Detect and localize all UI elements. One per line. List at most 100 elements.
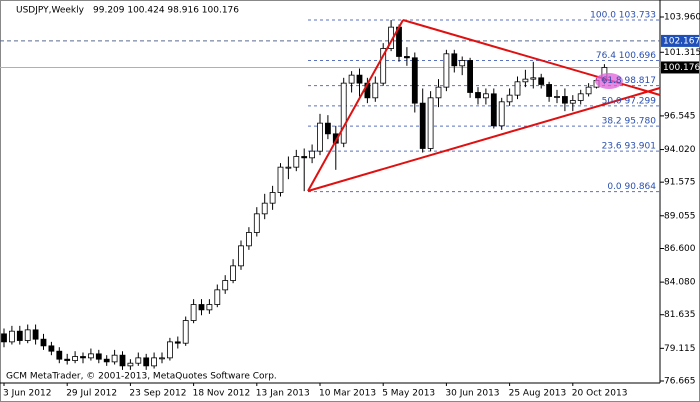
y-tick-label: 96.545 — [664, 111, 696, 121]
candle-body — [80, 356, 86, 359]
candle-body — [522, 78, 529, 83]
candle-body — [127, 362, 134, 367]
candle-body — [261, 202, 268, 215]
candle-body — [214, 289, 221, 305]
y-tick-label: 86.600 — [664, 244, 696, 254]
candle-body — [380, 48, 387, 84]
candle-body — [538, 77, 545, 85]
x-tick-label: 3 Jun 2012 — [3, 389, 51, 399]
y-tick-label: 91.575 — [664, 178, 696, 188]
candle-body — [309, 150, 316, 159]
candle-body — [285, 166, 292, 169]
candle-body — [190, 304, 197, 321]
y-tick-label: 89.055 — [664, 211, 696, 221]
candle-body — [174, 341, 181, 344]
candle-body — [95, 353, 102, 360]
candle-body — [435, 86, 442, 99]
fib-label: 38.2 95.780 — [602, 117, 657, 127]
x-tick-label: 18 Nov 2012 — [193, 389, 251, 399]
x-tick-label: 5 May 2013 — [382, 389, 435, 399]
candles — [1, 20, 608, 370]
x-tick-label: 23 Sep 2012 — [129, 389, 186, 399]
ohlc-text: 99.209 100.424 98.916 100.176 — [93, 6, 239, 16]
candle-body — [8, 330, 15, 343]
candle-body — [222, 280, 229, 291]
candle-body — [443, 53, 450, 88]
candle-body — [111, 354, 118, 363]
candle-body — [277, 166, 284, 193]
fib-label: 76.4 100.696 — [596, 51, 656, 61]
price-box-label: 100.176 — [663, 63, 700, 73]
candle-body — [56, 350, 63, 360]
y-tick-label: 101.315 — [664, 48, 700, 58]
candle-body — [475, 92, 481, 99]
candle-body — [269, 192, 276, 204]
x-tick-label: 30 Jun 2013 — [445, 389, 499, 399]
candle-body — [135, 357, 142, 364]
candle-body — [166, 341, 173, 359]
candle-body — [403, 56, 410, 59]
candle-body — [238, 245, 244, 267]
candle-body — [459, 60, 466, 67]
candle-body — [198, 304, 205, 311]
fib-label: 50.0 97.299 — [602, 96, 657, 106]
candle-body — [40, 338, 47, 347]
fib-label: 61.8 98.817 — [602, 76, 656, 86]
fib-label: 100.0 103.733 — [590, 11, 656, 21]
price-box — [661, 34, 699, 47]
chart-title: USDJPY,Weekly — [16, 6, 85, 16]
candle-body — [253, 213, 260, 233]
candle-body — [64, 358, 71, 361]
candle-body — [88, 353, 94, 359]
candle-body — [562, 96, 568, 104]
candle-body — [32, 329, 39, 340]
candle-body — [498, 101, 505, 127]
fib-label: 0.0 90.864 — [607, 182, 656, 192]
footer: GCM MetaTrader, © 2001-2013, MetaQuotes … — [6, 372, 277, 382]
candle-body — [411, 57, 418, 104]
y-tick-label: 94.020 — [664, 145, 696, 155]
y-tick-label: 81.635 — [664, 310, 696, 320]
x-tick-label: 25 Aug 2013 — [509, 389, 567, 399]
candle-body — [451, 53, 458, 67]
candle-body — [506, 94, 513, 103]
candle-body — [245, 232, 252, 247]
candle-body — [119, 354, 126, 367]
annotations-under — [0, 19, 660, 193]
candle-body — [317, 122, 323, 152]
y-tick-label: 79.115 — [664, 344, 696, 354]
candle-body — [585, 86, 592, 95]
candle-body — [372, 82, 379, 99]
x-tick-label: 29 Jul 2012 — [66, 389, 117, 399]
candle-body — [182, 320, 189, 344]
y-tick-label: 103.960 — [664, 13, 700, 23]
candle-body — [24, 329, 31, 341]
candle-body — [324, 122, 331, 135]
highlight-ellipse — [595, 73, 623, 89]
candle-body — [356, 74, 363, 84]
x-tick-label: 20 Oct 2013 — [572, 389, 628, 399]
x-tick-label: 10 Mar 2013 — [319, 389, 376, 399]
candle-body — [348, 74, 355, 84]
candle-body — [467, 60, 474, 93]
candle-body — [340, 82, 347, 144]
candle-body — [569, 100, 576, 104]
price-box-label: 102.167 — [663, 36, 700, 46]
candle-body — [293, 156, 300, 168]
triangle-lower — [307, 87, 661, 192]
candle-body — [301, 156, 308, 159]
candle-body — [72, 356, 78, 361]
candle-body — [1, 333, 7, 343]
y-tick-label: 76.665 — [664, 376, 696, 386]
candle-body — [206, 304, 213, 311]
candle-body — [151, 357, 158, 367]
candle-body — [159, 357, 165, 360]
candle-body — [427, 97, 434, 149]
price-box — [661, 61, 699, 74]
candle-body — [482, 93, 489, 99]
triangle-left — [307, 19, 404, 192]
candle-body — [16, 330, 23, 341]
axis: 76.665 79.115 81.635 84.080 86.600 89.055 91.5… — [3, 11, 700, 399]
drawings — [307, 19, 661, 192]
